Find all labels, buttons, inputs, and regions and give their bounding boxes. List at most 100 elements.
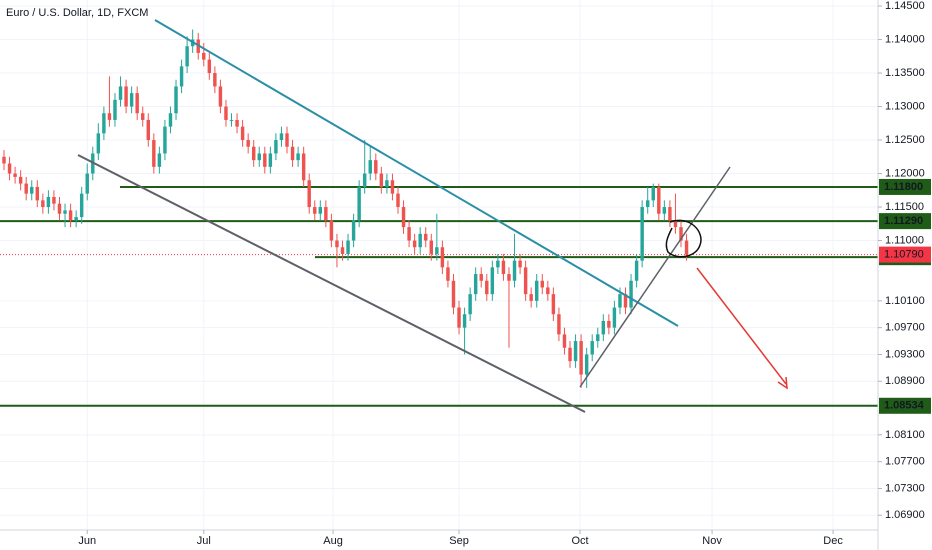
candle-body <box>74 217 78 221</box>
candle-body <box>340 247 345 254</box>
candle-body <box>257 153 261 161</box>
candle-body <box>590 341 594 355</box>
candle-body <box>30 186 34 194</box>
candle-body <box>673 220 678 228</box>
candle-body <box>351 220 356 241</box>
candle-body <box>263 153 267 167</box>
candle-body <box>202 52 206 60</box>
candle-body <box>63 210 67 214</box>
candle-body <box>129 93 134 107</box>
candle-body <box>157 153 162 167</box>
candle-body <box>357 186 361 221</box>
candle-body <box>374 160 378 174</box>
y-tick-label: 1.12000 <box>885 167 925 179</box>
candle-body <box>179 66 184 87</box>
y-tick-label: 1.11000 <box>885 234 924 246</box>
candle-body <box>379 173 384 187</box>
x-tick-label: Sep <box>449 535 469 547</box>
candle-body <box>418 233 422 248</box>
candle-body <box>68 210 73 221</box>
candle-body <box>640 207 644 261</box>
candle-body <box>562 334 567 348</box>
candle-body <box>396 193 400 208</box>
y-tick-label: 1.08100 <box>885 429 925 441</box>
candle-body <box>57 203 62 214</box>
trend-line <box>77 154 586 413</box>
candle-body <box>362 173 367 187</box>
candle-body <box>307 180 311 208</box>
candle-body <box>7 163 12 174</box>
candle-body <box>507 274 511 281</box>
candle-body <box>240 126 245 141</box>
candle-body <box>135 93 139 114</box>
candle-body <box>46 196 51 208</box>
candle-body <box>79 193 84 218</box>
circle-mark <box>665 219 702 258</box>
y-tick-label: 1.12500 <box>885 134 925 146</box>
price-label: 1.10790 <box>884 249 924 261</box>
candle-body <box>146 119 150 141</box>
level-label: 1.11800 <box>884 181 923 193</box>
level-label: 1.11290 <box>884 215 923 227</box>
candle-body <box>440 247 445 268</box>
candle-body <box>662 207 667 214</box>
drawings <box>77 19 788 413</box>
candle-body <box>512 260 517 281</box>
y-tick-label: 1.08900 <box>885 375 925 387</box>
candle-body <box>596 334 600 342</box>
candle-body <box>268 153 273 167</box>
candle-body <box>668 207 672 221</box>
chart-title: Euro / U.S. Dollar, 1D, FXCM <box>6 7 148 19</box>
candle-body <box>168 113 173 127</box>
candle-body <box>462 314 467 328</box>
candle-body <box>274 140 278 154</box>
candle-body <box>612 307 617 328</box>
candle-body <box>113 99 117 120</box>
y-tick-label: 1.07300 <box>885 482 925 494</box>
axis: 1.14500 1.14000 1.13500 1.13000 1.12500 1.120… <box>78 0 931 547</box>
candle-body <box>235 119 239 127</box>
candle-body <box>207 59 212 74</box>
candle-body <box>185 46 189 67</box>
candle-body <box>401 207 406 228</box>
candle-body <box>568 347 572 362</box>
candle-body <box>35 186 40 201</box>
candle-body <box>107 113 112 120</box>
candle-body <box>246 140 250 147</box>
candle-body <box>52 196 56 204</box>
candle-body <box>174 86 178 114</box>
candle-body <box>468 294 472 315</box>
x-tick-label: Jun <box>78 535 96 547</box>
candle-body <box>518 260 522 268</box>
trend-line <box>154 19 679 327</box>
candle-body <box>523 267 528 295</box>
candle-body <box>96 133 101 154</box>
candle-body <box>601 320 606 335</box>
candle-body <box>679 227 683 241</box>
candle-body <box>584 354 589 375</box>
candle-body <box>490 267 495 295</box>
level-tag <box>879 397 931 414</box>
y-tick-label: 1.13000 <box>885 100 925 112</box>
candle-body <box>557 314 561 335</box>
x-tick-label: Dec <box>823 535 843 547</box>
candle-body <box>618 294 622 308</box>
candle-body <box>118 86 123 100</box>
y-tick-label: 1.13500 <box>885 67 925 79</box>
candle-body <box>329 220 334 241</box>
trend-line <box>579 166 731 388</box>
x-tick-label: Nov <box>702 535 722 547</box>
price-tag <box>879 246 931 263</box>
candle-body <box>251 146 256 161</box>
grid <box>0 0 878 530</box>
x-tick-label: Aug <box>323 535 343 547</box>
arrow-head <box>777 376 788 390</box>
candle-body <box>446 267 450 281</box>
candle-body <box>529 294 533 301</box>
candle-body <box>301 153 306 181</box>
candle-body <box>13 173 17 177</box>
y-tick-label: 1.06900 <box>885 509 925 521</box>
candle-body <box>279 133 284 141</box>
